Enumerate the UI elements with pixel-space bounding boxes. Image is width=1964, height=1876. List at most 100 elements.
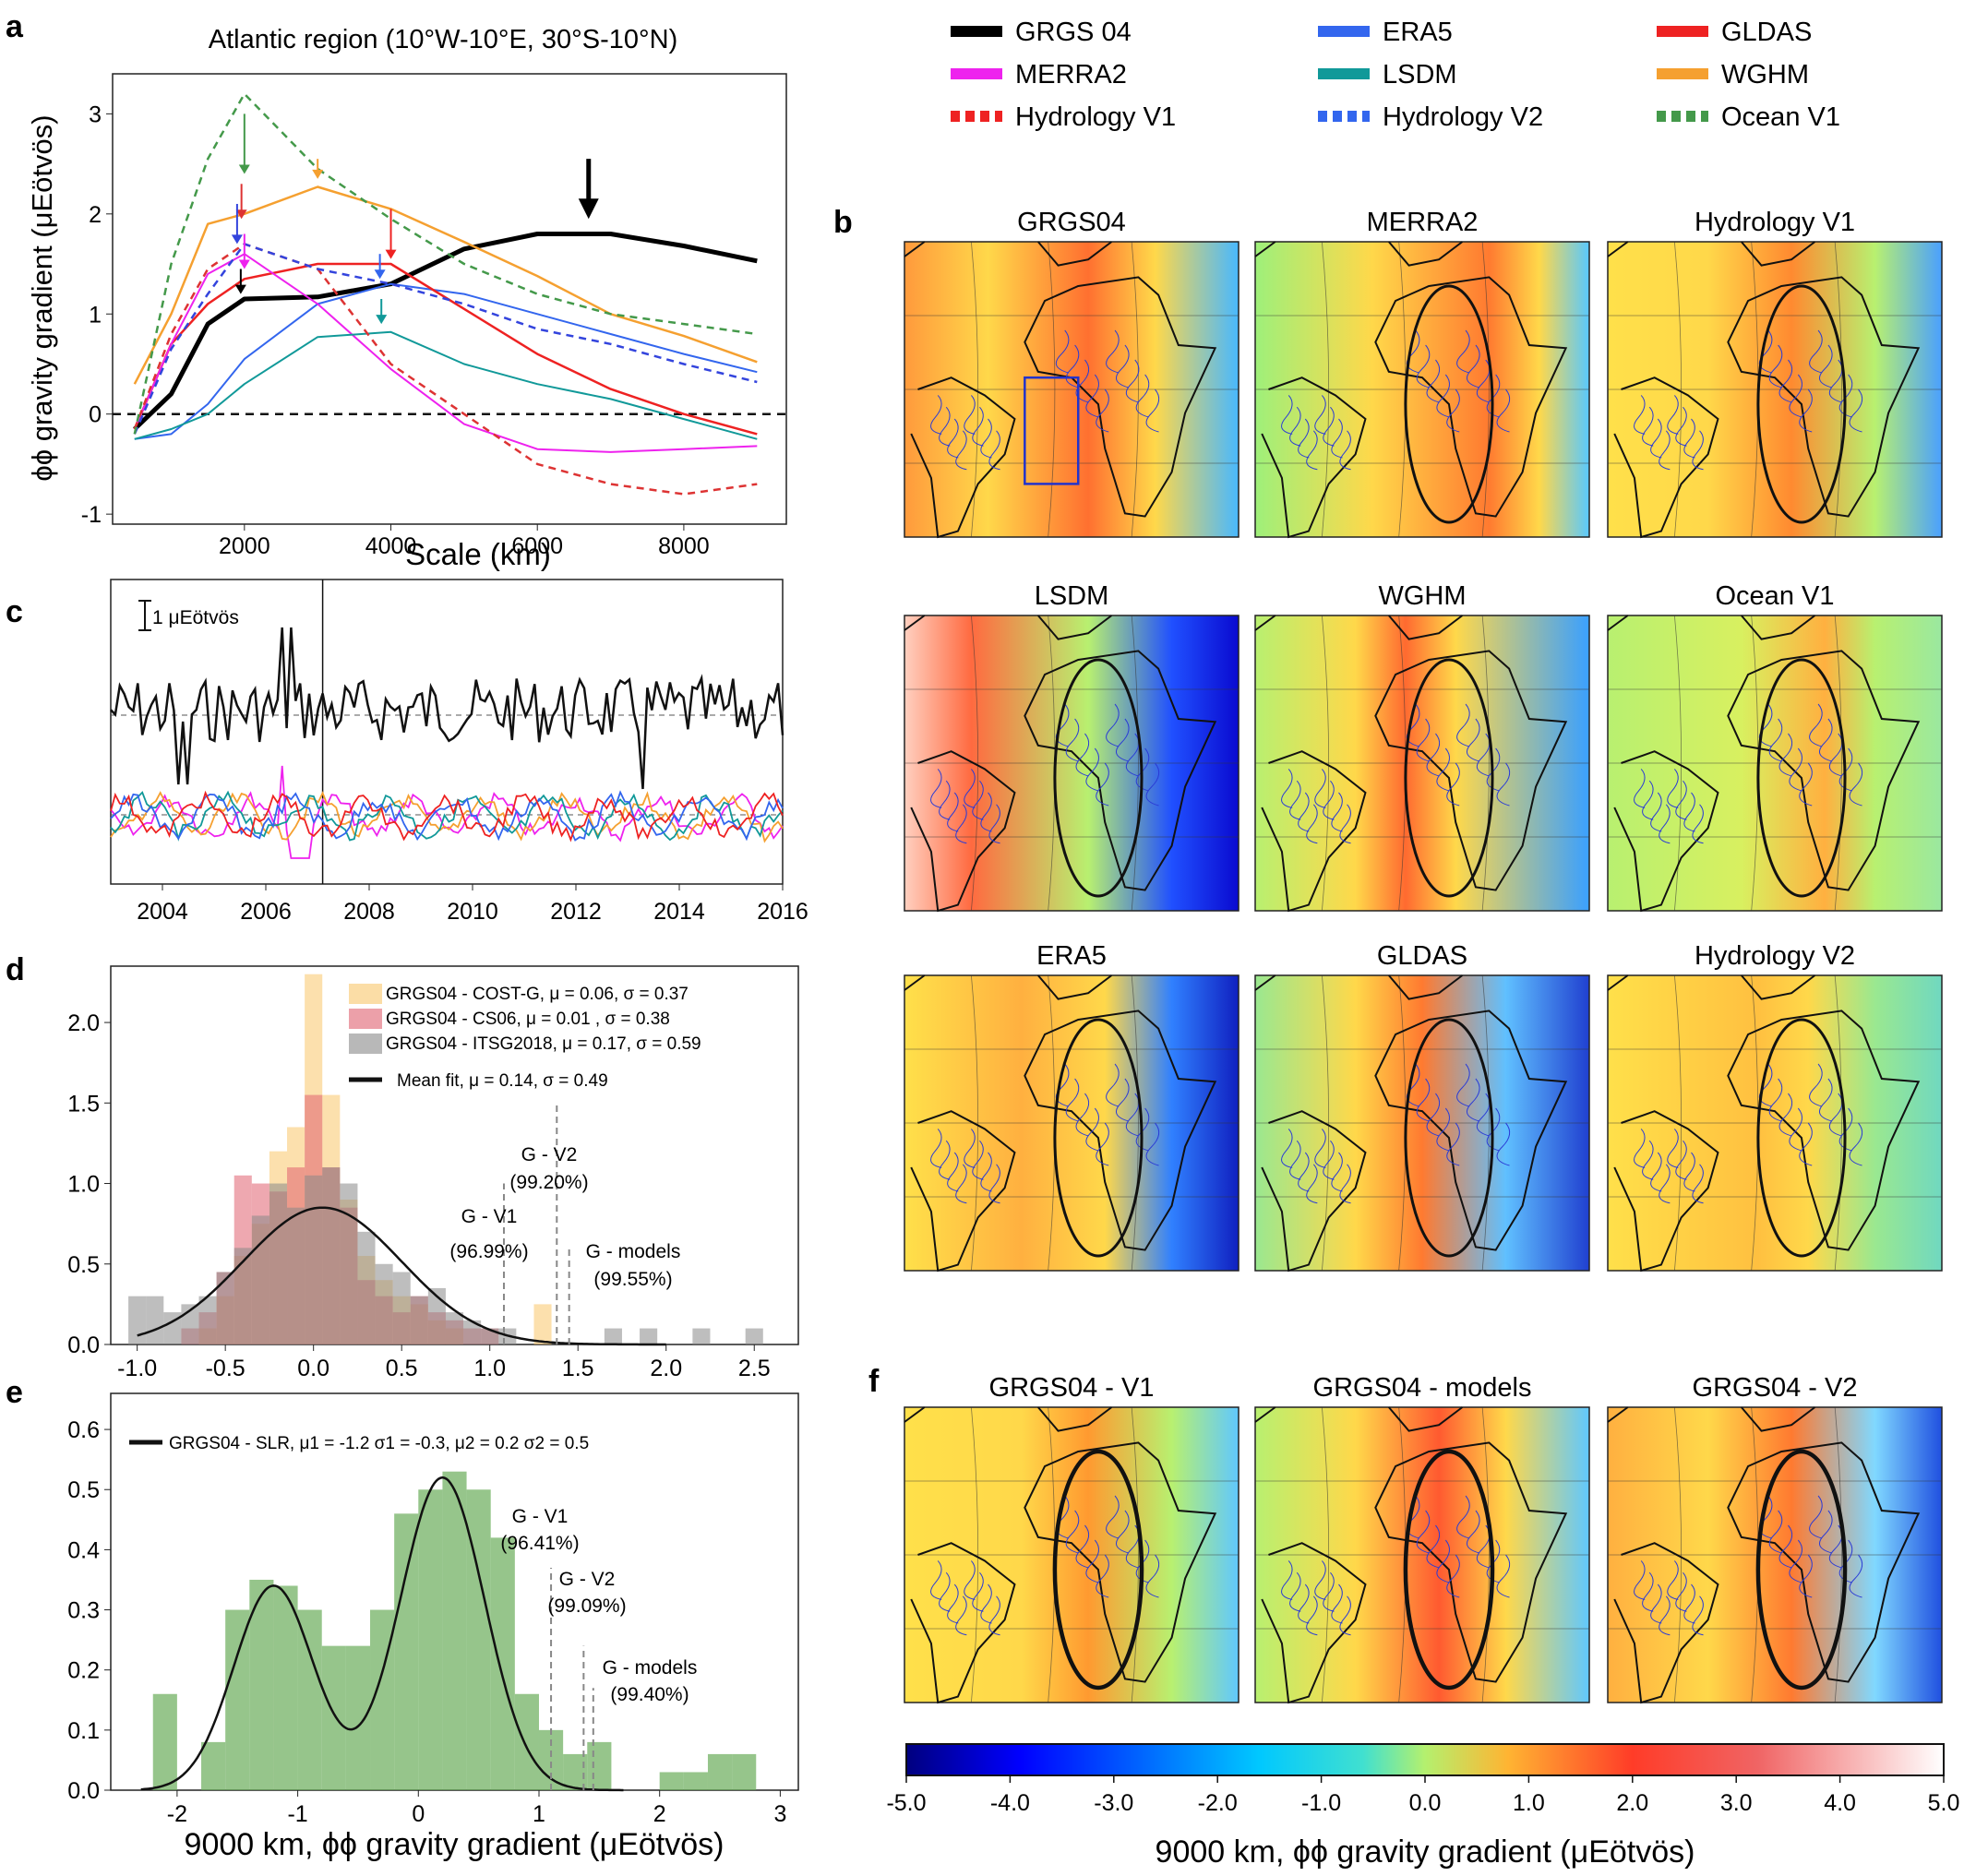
annotation-arrow-head [385, 249, 397, 259]
histogram-bar [587, 1741, 612, 1790]
river [1692, 430, 1704, 471]
river [1426, 733, 1441, 777]
histogram-bar [146, 1296, 164, 1344]
river [1065, 1510, 1080, 1554]
histogram-bar [445, 1312, 464, 1344]
river [1456, 329, 1470, 374]
legend-label: GRGS04 - COST-G, μ = 0.06, σ = 0.37 [386, 985, 689, 1004]
river [1789, 374, 1802, 418]
river [1675, 406, 1687, 447]
panel-letter-c: c [6, 594, 23, 629]
histogram-bar [287, 1207, 305, 1344]
series-line [133, 92, 758, 435]
river [1106, 1063, 1120, 1107]
histogram-bar [163, 1312, 182, 1344]
river [955, 804, 967, 844]
y-tick-label: 0.0 [67, 1332, 100, 1358]
map-title: Hydrology V2 [1695, 941, 1855, 971]
river [1758, 329, 1773, 374]
grgs-series [110, 627, 784, 790]
river [1692, 1595, 1704, 1636]
river [1799, 762, 1813, 807]
river [964, 1129, 976, 1168]
river [1075, 1524, 1090, 1569]
coastline-south-america [910, 1110, 1016, 1273]
coastline-north [1607, 974, 1816, 1000]
river [1065, 1078, 1080, 1122]
river [1799, 1554, 1813, 1598]
histogram-bar [659, 1772, 684, 1790]
river [988, 804, 1000, 844]
river [1650, 1152, 1662, 1192]
y-tick-label: 2 [89, 202, 102, 228]
river [1768, 718, 1783, 762]
river [1096, 1122, 1109, 1166]
river [930, 769, 942, 808]
map-title: Ocean V1 [1716, 581, 1835, 611]
river [988, 1164, 1000, 1204]
coastline-south-america [1261, 1542, 1367, 1704]
coastline-africa [1727, 276, 1921, 518]
river [1496, 388, 1511, 433]
histogram-bar [225, 1609, 250, 1790]
river [1809, 1063, 1823, 1107]
y-tick-label: -1 [81, 502, 102, 528]
coastline-north [1254, 1406, 1464, 1432]
river [980, 792, 992, 832]
x-tick-label: 0 [412, 1801, 425, 1827]
river [1768, 1078, 1783, 1122]
river [1331, 1583, 1343, 1624]
coastline-africa [1024, 276, 1217, 518]
river [930, 1129, 942, 1168]
graticule [971, 1406, 979, 1703]
river [1145, 388, 1160, 433]
coastline-south-america [1613, 376, 1719, 539]
graticule [971, 974, 979, 1272]
river [1406, 1495, 1420, 1539]
river [1456, 1063, 1470, 1107]
coastline-africa [1024, 1010, 1217, 1251]
river [1789, 1539, 1802, 1583]
panel-c-time-series: 1 μEötvös 2004 2006 2008 2010 2012 2014 2016 [110, 579, 808, 925]
coastline-africa [1727, 1010, 1921, 1251]
colorbar-tick-label: 5.0 [1928, 1790, 1960, 1816]
histogram-bar [321, 1645, 346, 1790]
region-ellipse [1404, 284, 1494, 524]
histogram-bar [463, 1320, 482, 1344]
y-tick-label: 1.5 [67, 1091, 100, 1117]
river [1145, 1122, 1160, 1166]
histogram-bar [128, 1296, 147, 1344]
y-tick-label: 0.5 [67, 1252, 100, 1278]
y-tick-label: 0.1 [67, 1718, 100, 1744]
histogram-bar [345, 1645, 371, 1790]
river [1314, 395, 1326, 435]
legend-label: Hydrology V2 [1383, 102, 1543, 132]
river [1339, 1595, 1351, 1636]
coastline-south-america [910, 376, 1016, 539]
river [1331, 1152, 1343, 1192]
x-tick-label: 8000 [658, 533, 710, 559]
legend-label: GLDAS [1721, 18, 1812, 47]
legend-label: GRGS 04 [1015, 18, 1132, 47]
river [1758, 1063, 1773, 1107]
x-tick-label: 1 [533, 1801, 545, 1827]
river [1778, 1524, 1793, 1569]
legend-label: GRGS04 - SLR, μ1 = -1.2 σ1 = -0.3, μ2 = … [169, 1434, 589, 1453]
river [1314, 769, 1326, 808]
panel-e-histogram: 9000 km, ϕϕ gravity gradient (μEötvös) -… [67, 1392, 799, 1862]
histogram-bar [273, 1585, 298, 1790]
river [1496, 1554, 1511, 1598]
panel-a-xlabel: Scale (km) [405, 537, 551, 571]
coastline-north [1607, 615, 1816, 640]
colorbar-tick-label: 4.0 [1824, 1790, 1856, 1816]
x-tick-label: -0.5 [206, 1356, 246, 1381]
region-ellipse [1052, 1449, 1144, 1691]
graticule [1674, 241, 1683, 538]
river [1683, 792, 1695, 832]
river [1683, 1583, 1695, 1624]
y-tick-label: 0.3 [67, 1598, 100, 1624]
river [1692, 1164, 1704, 1204]
river [980, 1583, 992, 1624]
fit-curve [140, 1476, 624, 1792]
graticule [1674, 974, 1683, 1272]
